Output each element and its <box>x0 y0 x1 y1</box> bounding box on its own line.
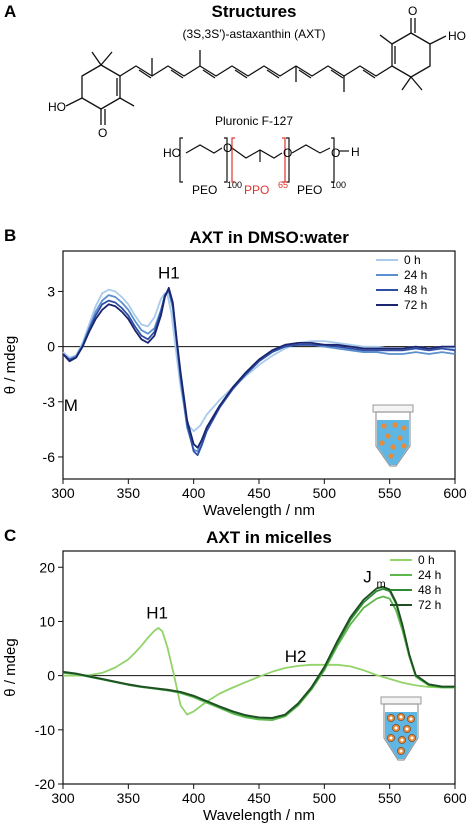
micelle-series-line-3 <box>62 585 455 719</box>
dmso-xtick-label: 350 <box>117 485 141 501</box>
atom-o-3: O <box>331 146 340 160</box>
dmso-ylabel: θ / mdeg <box>2 336 19 394</box>
micelle-xtick-label: 550 <box>378 790 402 806</box>
micelle-annotation-1: H2 <box>285 647 307 666</box>
micelle-ytick-label: 10 <box>39 613 55 629</box>
group-ppo: PPO <box>244 183 269 197</box>
atom-o-right: O <box>408 4 417 18</box>
dmso-legend-label-0: 0 h <box>404 253 421 267</box>
group-peo-left: PEO <box>192 183 217 197</box>
atom-ho-polymer: HO <box>163 146 181 160</box>
dmso-xtick-label: 600 <box>443 485 467 501</box>
micelle-particles <box>387 713 416 755</box>
panel-c: C 300 350 400 450 500 550 600 20 10 0 -10 -20 Wavele… <box>2 526 467 824</box>
dmso-xtick-label: 450 <box>247 485 271 501</box>
dmso-legend-label-2: 48 h <box>404 283 427 297</box>
tube-icon-dmso <box>372 404 414 467</box>
micelle-xtick-label: 350 <box>117 790 141 806</box>
atom-o-2: O <box>283 146 292 160</box>
micelle-ytick-label: -10 <box>35 722 55 738</box>
subscript-peo-right: 100 <box>331 180 346 190</box>
panel-a: A Structures (3S,3S′)-astaxanthin (AXT) … <box>4 2 466 197</box>
micelle-xtick-label: 400 <box>182 790 206 806</box>
chart-micelles: 300 350 400 450 500 550 600 20 10 0 -10 -20 Waveleng… <box>2 528 467 824</box>
micelle-legend-label-0: 0 h <box>418 553 435 567</box>
astaxanthin-structure <box>65 18 447 125</box>
dmso-xtick-label: 400 <box>182 485 206 501</box>
micelle-ytick-label: 0 <box>47 668 55 684</box>
subscript-peo-left: 100 <box>227 180 242 190</box>
dmso-annotation-1: M <box>64 396 78 415</box>
panel-a-letter: A <box>4 2 16 21</box>
atom-h: H <box>351 145 360 159</box>
panel-b-letter: B <box>4 226 16 245</box>
dmso-series-line-2 <box>62 288 456 456</box>
particle-dots <box>379 422 407 459</box>
micelle-xtick-label: 500 <box>313 790 337 806</box>
micelle-annotation-sub-2: m <box>376 578 385 590</box>
polymer-name: Pluronic F-127 <box>215 114 293 128</box>
dmso-ytick-label: -6 <box>43 449 56 465</box>
dmso-xtick-label: 500 <box>313 485 337 501</box>
compound-name: (3S,3S′)-astaxanthin (AXT) <box>183 27 326 41</box>
micelle-title: AXT in micelles <box>206 528 332 547</box>
dmso-ytick-label: -3 <box>43 394 56 410</box>
micelle-xtick-label: 600 <box>443 790 467 806</box>
panel-c-letter: C <box>4 526 16 545</box>
dmso-series-line-3 <box>62 286 455 449</box>
group-peo-right: PEO <box>297 183 322 197</box>
pluronic-structure <box>179 137 349 183</box>
dmso-title: AXT in DMSO:water <box>189 228 349 247</box>
tube-icon-micelles <box>380 696 422 761</box>
micelle-xtick-label: 300 <box>51 790 75 806</box>
dmso-ytick-label: 3 <box>47 283 55 299</box>
panel-b: B 300 350 400 450 500 550 600 3 0 -3 -6 Wavelength … <box>2 226 467 519</box>
dmso-annotation-0: H1 <box>158 264 180 283</box>
micelle-ytick-label: -20 <box>35 776 55 792</box>
micelle-ylabel: θ / mdeg <box>2 638 19 696</box>
micelle-annotation-2: J <box>363 567 372 586</box>
atom-oh-right: HO <box>448 29 466 43</box>
atom-ho-left: HO <box>48 100 66 114</box>
dmso-xtick-label: 550 <box>378 485 402 501</box>
micelle-series-line-0 <box>63 627 455 716</box>
subscript-ppo: 65 <box>278 180 288 190</box>
micelle-legend-label-1: 24 h <box>418 568 441 582</box>
dmso-legend-label-1: 24 h <box>404 268 427 282</box>
dmso-series-line-0 <box>62 288 456 433</box>
micelle-xtick-label: 450 <box>247 790 271 806</box>
dmso-xtick-label: 300 <box>51 485 75 501</box>
micelle-legend-label-3: 72 h <box>418 598 441 612</box>
atom-o-left: O <box>98 126 107 140</box>
chart-dmso-water: 300 350 400 450 500 550 600 3 0 -3 -6 Wavelength / … <box>2 228 467 519</box>
micelle-xlabel: Wavelength / nm <box>203 807 315 824</box>
micelle-ytick-label: 20 <box>39 559 55 575</box>
micelle-legend-label-2: 48 h <box>418 583 441 597</box>
micelle-annotation-0: H1 <box>146 604 168 623</box>
structures-title: Structures <box>211 2 296 21</box>
dmso-legend-label-3: 72 h <box>404 298 427 312</box>
dmso-ytick-label: 0 <box>47 339 55 355</box>
atom-o-1: O <box>223 141 232 155</box>
dmso-xlabel: Wavelength / nm <box>203 502 315 519</box>
ppo-brackets <box>231 137 286 183</box>
